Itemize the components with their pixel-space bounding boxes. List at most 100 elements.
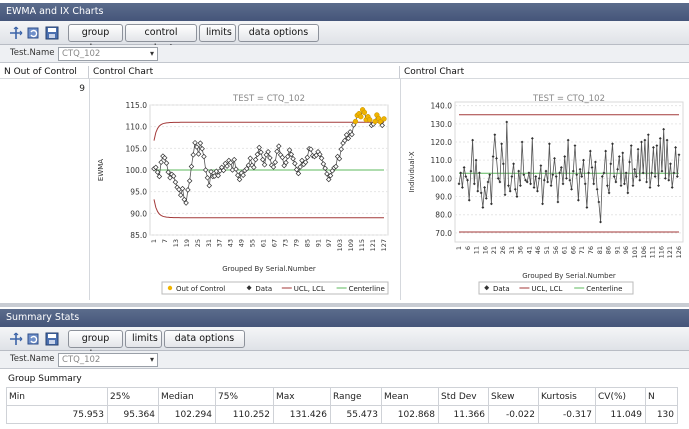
data-point [322, 165, 328, 172]
control-chart-button[interactable]: control chart [125, 24, 197, 54]
data-point [342, 137, 348, 144]
data-point [578, 167, 582, 171]
table-row: 75.953 95.364 102.294 110.252 131.426 55… [6, 405, 678, 424]
x-tick-label: 111 [649, 246, 657, 258]
data-point [302, 159, 309, 165]
out-of-control-point [361, 109, 368, 116]
table-cell: 131.426 [273, 405, 331, 424]
data-point [338, 146, 344, 152]
data-point [279, 154, 286, 161]
data-point [605, 184, 609, 188]
data-point [156, 173, 163, 180]
column-header: CV(%) [595, 387, 646, 406]
data-point [320, 161, 327, 167]
data-point [252, 156, 259, 163]
refresh-icon[interactable] [27, 26, 41, 40]
data-point [476, 189, 480, 193]
data-point [660, 169, 664, 173]
data-point [486, 180, 490, 184]
data-point [260, 156, 266, 163]
data-options-button[interactable]: data options ▾ [238, 24, 319, 54]
data-point [517, 169, 521, 173]
summary-toolbar: group by limits data options ▾ [0, 327, 689, 360]
ewma-toolbar: group by control chart limits data optio… [0, 21, 689, 54]
data-point [170, 173, 177, 179]
data-point [185, 187, 191, 193]
x-tick-label: 66 [569, 246, 577, 254]
y-tick-label: 100.0 [431, 174, 453, 183]
data-point [670, 186, 674, 189]
move-axes-icon[interactable] [9, 332, 23, 346]
data-point [484, 196, 488, 200]
y-tick-label: 120.0 [431, 138, 453, 147]
col-header-chart1: Control Chart [89, 66, 400, 79]
x-tick-label: 7 [161, 239, 169, 243]
legend-swatch-ooc [167, 285, 173, 291]
test-name-label: Test.Name [10, 48, 55, 58]
column-header: N [645, 387, 678, 406]
data-point [520, 140, 524, 144]
x-tick-label: 115 [358, 239, 366, 251]
x-tick-label: 106 [640, 246, 648, 258]
data-point [544, 169, 548, 173]
y-tick-label: 110.0 [431, 156, 453, 165]
column-header: Skew [488, 387, 539, 406]
ewma-filter-row: Test.Name CTQ_102 ▾ [0, 45, 689, 63]
x-axis-label: Grouped By Serial.Number [522, 272, 616, 280]
data-point [256, 144, 262, 151]
group-summary-label: Group Summary [8, 374, 82, 384]
data-point [634, 175, 638, 178]
data-point [267, 155, 273, 161]
x-tick-label: 61 [260, 239, 268, 247]
data-point [503, 193, 507, 197]
refresh-icon[interactable] [27, 332, 41, 346]
column-header: Median [158, 387, 216, 406]
data-point [379, 122, 385, 129]
x-tick-label: 96 [622, 246, 630, 254]
data-point [488, 173, 492, 177]
test-name-select[interactable]: CTQ_102 ▾ [58, 47, 158, 61]
data-point [633, 167, 637, 171]
group-by-button[interactable]: group by [68, 24, 123, 54]
group-by-button[interactable]: group by [68, 330, 123, 360]
data-point [211, 173, 218, 179]
data-point [527, 171, 531, 175]
x-tick-label: 71 [578, 246, 586, 254]
data-point [288, 151, 295, 158]
data-point [530, 136, 534, 140]
move-axes-icon[interactable] [9, 26, 23, 40]
column-header: Kurtosis [538, 387, 596, 406]
data-point [153, 164, 159, 171]
data-point [236, 176, 243, 183]
data-point [467, 198, 471, 202]
data-point [295, 170, 302, 177]
data-point [590, 166, 594, 169]
data-point [220, 167, 227, 174]
x-tick-label: 121 [369, 239, 377, 251]
data-point [286, 147, 293, 153]
data-point [186, 178, 193, 184]
legend-label: UCL, LCL [294, 285, 325, 293]
data-point [549, 184, 553, 188]
column-divider [89, 79, 90, 300]
table-cell: 11.049 [595, 405, 646, 424]
x-tick-label: 13 [172, 239, 180, 247]
data-options-button[interactable]: data options ▾ [164, 330, 245, 360]
col-header-nooc: N Out of Control [0, 66, 89, 79]
limits-button[interactable]: limits [125, 330, 162, 348]
test-name-select[interactable]: CTQ_102 ▾ [58, 353, 158, 367]
table-cell: 130 [645, 405, 678, 424]
data-point [154, 169, 161, 175]
save-icon[interactable] [45, 26, 59, 40]
x-tick-label: 25 [194, 239, 202, 247]
data-point [563, 155, 567, 158]
legend-label: Out of Control [176, 285, 225, 293]
data-point [247, 155, 254, 162]
data-point [274, 148, 280, 155]
y-tick-label: 95.0 [130, 188, 147, 197]
limits-button[interactable]: limits [199, 24, 236, 42]
y-tick-label: 70.0 [435, 229, 452, 238]
x-tick-label: 91 [613, 246, 621, 254]
x-tick-label: 6 [464, 246, 472, 250]
save-icon[interactable] [45, 332, 59, 346]
